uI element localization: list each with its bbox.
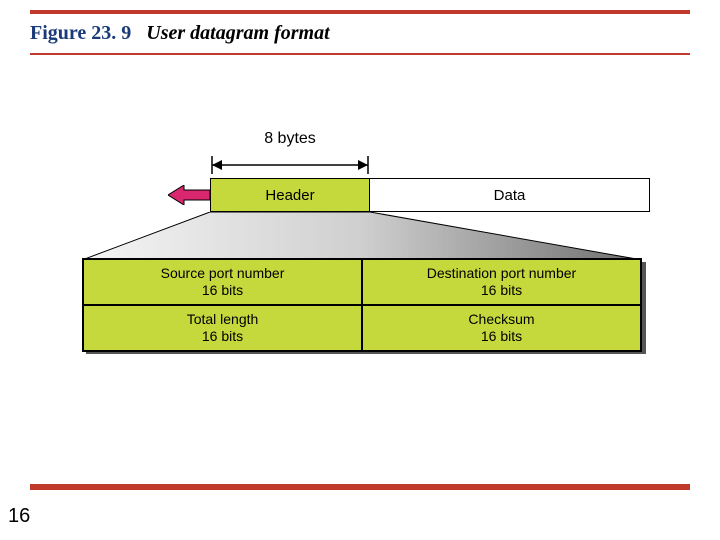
table-grid: Source port number 16 bits Destination p… <box>82 258 642 352</box>
dest-port-cell: Destination port number 16 bits <box>362 259 641 305</box>
title-rule-bottom <box>30 53 690 55</box>
cell-label: Checksum <box>468 311 534 328</box>
bottom-rule <box>30 484 690 490</box>
table-row: Source port number 16 bits Destination p… <box>83 259 641 305</box>
total-length-cell: Total length 16 bits <box>83 305 362 351</box>
left-arrow-icon <box>168 185 210 205</box>
table-row: Total length 16 bits Checksum 16 bits <box>83 305 641 351</box>
expansion-trapezoid <box>82 212 642 260</box>
bytes-label: 8 bytes <box>210 130 370 148</box>
cell-bits: 16 bits <box>202 328 243 345</box>
data-cell: Data <box>370 178 650 212</box>
cell-label: Destination port number <box>427 265 576 282</box>
source-port-cell: Source port number 16 bits <box>83 259 362 305</box>
header-detail-table: Source port number 16 bits Destination p… <box>82 258 642 352</box>
figure-title: Figure 23. 9 User datagram format <box>30 22 690 51</box>
cell-bits: 16 bits <box>202 282 243 299</box>
cell-bits: 16 bits <box>481 328 522 345</box>
packet-row: Header Data <box>210 178 650 212</box>
cell-bits: 16 bits <box>481 282 522 299</box>
title-bar: Figure 23. 9 User datagram format <box>30 10 690 55</box>
header-cell: Header <box>210 178 370 212</box>
bytes-bracket <box>210 156 370 174</box>
cell-label: Source port number <box>161 265 285 282</box>
figure-number: Figure 23. 9 <box>30 22 131 44</box>
page-number: 16 <box>8 505 30 528</box>
title-rule-top <box>30 10 690 14</box>
figure-caption: User datagram format <box>146 22 329 44</box>
cell-label: Total length <box>187 311 259 328</box>
checksum-cell: Checksum 16 bits <box>362 305 641 351</box>
